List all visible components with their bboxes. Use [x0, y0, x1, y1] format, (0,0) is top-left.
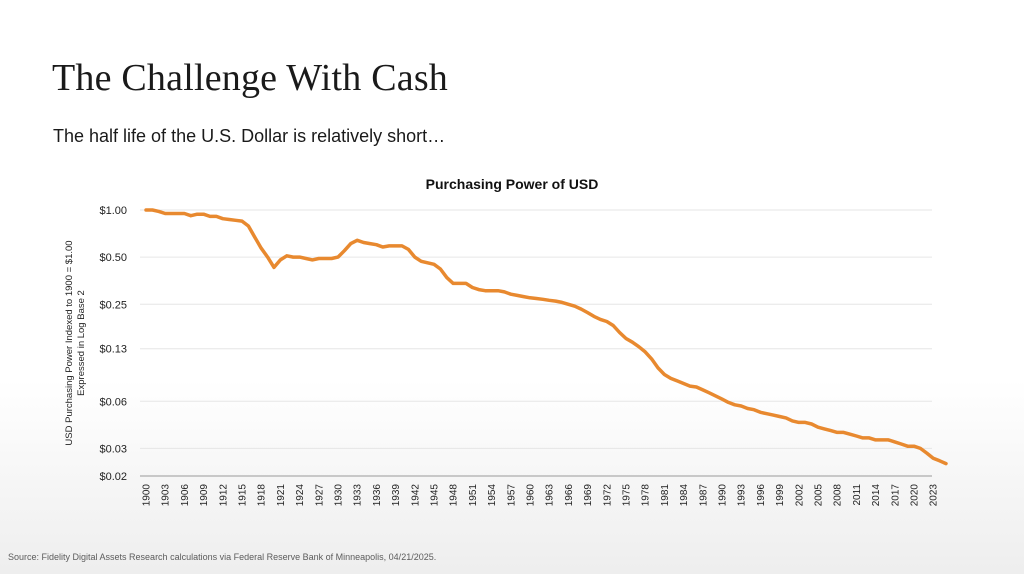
x-tick-label: 1981	[660, 484, 671, 507]
slide-title: The Challenge With Cash	[52, 57, 449, 99]
x-tick-label: 1978	[641, 484, 652, 507]
x-tick-label: 1906	[180, 484, 191, 507]
x-tick-label: 1936	[372, 484, 383, 507]
x-tick-label: 1900	[142, 484, 153, 507]
x-tick-label: 1933	[353, 484, 364, 507]
x-tick-label: 1954	[487, 484, 498, 507]
y-tick-label: $0.25	[99, 299, 127, 311]
x-tick-label: 1945	[430, 484, 441, 507]
x-tick-label: 1993	[737, 484, 748, 507]
x-tick-label: 1921	[276, 484, 287, 507]
x-tick-label: 1984	[679, 484, 690, 507]
grid-layer	[140, 209, 932, 449]
x-tick-label: 2023	[929, 484, 940, 507]
x-tick-label: 1990	[718, 484, 729, 507]
x-axis-labels: 1900 1903 1906 1909 1912 1915 1918 1921 1924 1927…	[142, 484, 940, 507]
y-tick-label: $0.50	[99, 252, 127, 264]
y-tick-label: $1.00	[99, 205, 127, 217]
x-tick-label: 1942	[410, 484, 421, 507]
x-tick-label: 1912	[218, 484, 229, 507]
x-tick-label: 1909	[199, 484, 210, 507]
x-tick-label: 2017	[890, 484, 901, 507]
x-tick-label: 1948	[449, 484, 460, 507]
x-tick-label: 1972	[602, 484, 613, 507]
x-tick-label: 1957	[506, 484, 517, 507]
x-tick-label: 1930	[334, 484, 345, 507]
x-tick-label: 1924	[295, 484, 306, 507]
x-tick-label: 1927	[314, 484, 325, 507]
x-tick-label: 2005	[814, 484, 825, 507]
series-line-usd-purchasing-power	[144, 208, 948, 466]
x-tick-label: 1903	[161, 484, 172, 507]
source-note: Source: Fidelity Digital Assets Research…	[8, 552, 437, 562]
x-tick-label: 2008	[833, 484, 844, 507]
chart-title: Purchasing Power of USD	[425, 176, 599, 192]
y-tick-label: $0.03	[99, 443, 127, 455]
slide-subtitle: The half life of the U.S. Dollar is rela…	[53, 126, 446, 146]
x-tick-label: 1951	[468, 484, 479, 507]
x-tick-label: 2020	[910, 484, 921, 507]
x-tick-label: 1915	[238, 484, 249, 507]
x-tick-label: 1966	[564, 484, 575, 507]
x-tick-label: 2011	[852, 484, 863, 506]
y-axis-labels: $1.00 $0.50 $0.25 $0.13 $0.06 $0.03 $0.02	[99, 205, 127, 483]
x-tick-label: 1975	[622, 484, 633, 507]
y-tick-label: $0.06	[99, 396, 127, 408]
x-tick-label: 1918	[257, 484, 268, 507]
x-tick-label: 1987	[698, 484, 709, 507]
y-axis-title-line1: USD Purchasing Power Indexed to 1900 = $…	[64, 240, 75, 445]
y-tick-label: $0.13	[99, 344, 127, 356]
x-tick-label: 1969	[583, 484, 594, 507]
x-tick-label: 1939	[391, 484, 402, 507]
y-tick-label: $0.02	[99, 471, 127, 483]
x-tick-label: 1960	[526, 484, 537, 507]
x-tick-label: 2014	[871, 484, 882, 507]
y-axis-title-line2: Expressed in Log Base 2	[76, 290, 87, 396]
x-tick-label: 1999	[775, 484, 786, 507]
x-tick-label: 2002	[794, 484, 805, 507]
x-tick-label: 1996	[756, 484, 767, 507]
x-tick-label: 1963	[545, 484, 556, 507]
